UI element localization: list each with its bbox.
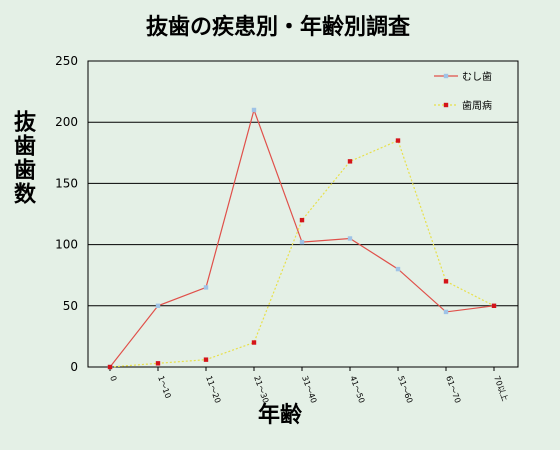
data-point [203, 285, 209, 290]
y-tick-label: 200 [55, 115, 78, 129]
x-tick-label: 0 [108, 375, 118, 383]
x-tick-label: 1～10 [156, 375, 172, 400]
data-point [299, 239, 305, 245]
y-tick-label: 150 [55, 176, 78, 190]
series-group [107, 107, 497, 370]
data-point [155, 303, 161, 308]
x-tick-label: 61～70 [444, 375, 462, 405]
data-point [107, 364, 113, 370]
gridlines [88, 121, 518, 307]
data-point [347, 236, 353, 241]
data-point [443, 279, 449, 284]
data-point [251, 107, 257, 113]
chart-title: 抜歯の疾患別・年齢別調査 [146, 14, 411, 40]
y-tick-label: 0 [70, 360, 78, 374]
y-axis-label: 抜歯歯数 [10, 110, 36, 206]
x-tick-label: 51～60 [396, 375, 414, 405]
series-2 [107, 138, 497, 370]
data-point [251, 340, 257, 345]
x-tick-label: 31～40 [300, 375, 318, 405]
data-point [491, 303, 497, 308]
series-line [109, 107, 495, 368]
y-tick-label: 100 [55, 238, 78, 252]
y-tick-label: 50 [63, 299, 78, 313]
legend-marker [443, 73, 449, 79]
data-point [203, 357, 209, 362]
y-tick-label: 250 [55, 54, 78, 68]
series-1 [107, 107, 497, 370]
data-point [155, 361, 161, 366]
data-point [395, 266, 401, 272]
data-point [395, 138, 401, 143]
x-tick-label: 21～30 [252, 375, 270, 405]
y-axis-ticks: 0 50 100 150 200 250 [55, 54, 78, 374]
x-axis-ticks: 0 1～10 11～20 21～30 31～40 41～50 51～60 61～70 70以上 [108, 367, 510, 405]
data-point [299, 217, 305, 223]
legend-label: むし歯 [462, 70, 492, 83]
plot-area [87, 60, 519, 368]
x-tick-label: 11～20 [204, 375, 222, 405]
data-point [443, 309, 449, 315]
series-line [109, 139, 495, 368]
data-point [347, 159, 353, 164]
x-tick-label: 41～50 [348, 375, 366, 405]
legend-label: 歯周病 [462, 99, 492, 112]
legend-marker [443, 102, 449, 108]
x-tick-label: 70以上 [492, 375, 509, 403]
x-axis-label: 年齢 [258, 402, 303, 428]
